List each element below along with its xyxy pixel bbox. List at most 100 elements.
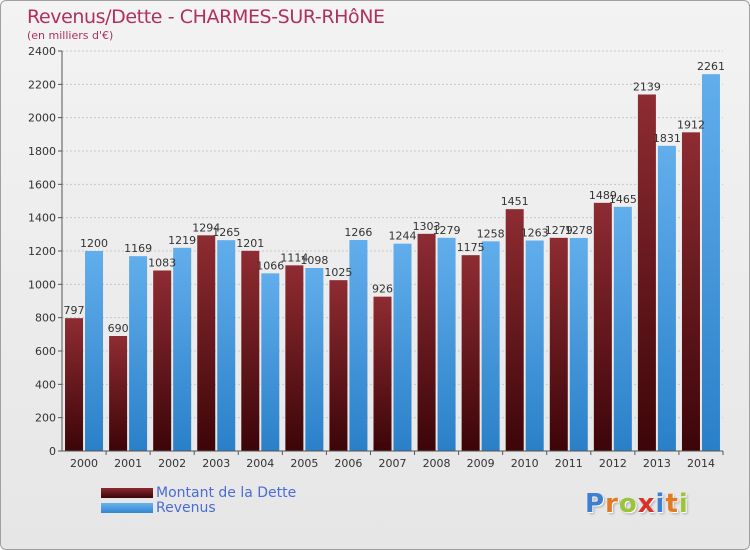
data-label: 1025 [324, 266, 352, 279]
bar-revenus [217, 240, 236, 451]
y-tick-label: 0 [49, 445, 56, 458]
data-label: 1200 [80, 237, 108, 250]
bar-dette [505, 209, 524, 451]
bar-dette [593, 202, 612, 451]
data-label: 1912 [677, 118, 705, 131]
data-label: 1451 [501, 195, 529, 208]
bar-dette [197, 235, 216, 451]
x-tick-label: 2000 [70, 457, 98, 470]
y-tick-label: 1400 [28, 212, 56, 225]
data-label: 1831 [653, 132, 681, 145]
bar-revenus [657, 145, 676, 452]
x-tick-label: 2013 [643, 457, 671, 470]
logo-letter: t [665, 489, 679, 519]
data-label: 2139 [633, 81, 661, 94]
bar-revenus [129, 256, 148, 451]
y-tick-label: 400 [35, 378, 56, 391]
data-label: 1266 [344, 226, 372, 239]
data-label: 1244 [389, 230, 417, 243]
logo-letter: r [605, 489, 619, 519]
data-label: 1201 [236, 237, 264, 250]
bar-dette [373, 296, 392, 451]
x-tick-label: 2009 [467, 457, 495, 470]
data-label: 1279 [545, 224, 573, 237]
proxiti-logo: Proxiti [585, 489, 689, 519]
y-tick-label: 1000 [28, 278, 56, 291]
logo-letter: P [585, 489, 606, 519]
x-tick-label: 2012 [599, 457, 627, 470]
data-labels: 7971200690116910831219129412651201106611… [64, 60, 725, 335]
data-label: 1083 [148, 257, 176, 270]
bars [65, 74, 720, 452]
x-tick-label: 2003 [202, 457, 230, 470]
bar-revenus [701, 74, 720, 452]
x-tick-label: 2005 [290, 457, 318, 470]
data-label: 1219 [168, 234, 196, 247]
legend-label-dette: Montant de la Dette [156, 485, 297, 501]
x-tick-label: 2008 [423, 457, 451, 470]
data-label: 1489 [589, 189, 617, 202]
data-label: 797 [64, 304, 85, 317]
bar-dette [681, 132, 700, 452]
y-tick-label: 2000 [28, 112, 56, 125]
bar-revenus [349, 240, 368, 451]
bar-revenus [613, 206, 632, 451]
y-tick-label: 1600 [28, 178, 56, 191]
y-tick-label: 2200 [28, 78, 56, 91]
data-label: 1098 [300, 254, 328, 267]
bar-dette [109, 336, 128, 451]
y-tick-label: 800 [35, 312, 56, 325]
bar-revenus [569, 238, 588, 451]
data-label: 1114 [280, 251, 308, 264]
data-label: 1263 [521, 227, 549, 240]
logo-letter: i [678, 489, 689, 519]
logo-letter: i [655, 489, 666, 519]
y-tick-label: 200 [35, 412, 56, 425]
data-label: 1279 [433, 224, 461, 237]
bar-revenus [437, 237, 456, 451]
bar-revenus [525, 240, 544, 451]
y-tick-label: 1800 [28, 145, 56, 158]
legend-swatch-revenus [101, 503, 153, 513]
bar-dette [153, 270, 172, 451]
data-label: 1465 [609, 193, 637, 206]
x-tick-label: 2010 [511, 457, 539, 470]
data-label: 2261 [697, 60, 725, 73]
data-label: 690 [108, 322, 129, 335]
bar-dette [549, 237, 568, 451]
bar-revenus [85, 251, 104, 451]
bar-revenus [305, 268, 324, 451]
bar-dette [461, 255, 480, 451]
logo-letter: x [637, 489, 656, 519]
y-tick-label: 600 [35, 345, 56, 358]
y-tick-label: 2400 [28, 45, 56, 58]
x-tick-label: 2014 [687, 457, 715, 470]
data-label: 1265 [212, 226, 240, 239]
data-label: 1066 [256, 259, 284, 272]
x-tick-label: 2001 [114, 457, 142, 470]
bar-dette [417, 233, 436, 451]
bar-dette [65, 318, 84, 451]
legend-label-revenus: Revenus [156, 500, 216, 516]
bar-dette [285, 265, 304, 451]
y-tick-label: 1200 [28, 245, 56, 258]
data-label: 1278 [565, 224, 593, 237]
bar-revenus [261, 273, 280, 451]
x-tick-label: 2006 [334, 457, 362, 470]
axes: 0 200 400 600 800 1000 1200 1400 1600 1800 2000 220… [28, 45, 724, 470]
chart-title: Revenus/Dette - CHARMES-SUR-RHôNE [27, 6, 385, 28]
logo-letter: o [618, 489, 638, 519]
bar-dette [241, 250, 260, 451]
x-tick-label: 2002 [158, 457, 186, 470]
bar-revenus [481, 241, 500, 451]
legend-swatch-dette [101, 488, 153, 498]
data-label: 1303 [413, 220, 441, 233]
x-tick-label: 2011 [555, 457, 583, 470]
data-label: 1258 [477, 227, 505, 240]
data-label: 1294 [192, 221, 220, 234]
data-label: 926 [372, 283, 393, 296]
data-label: 1175 [457, 241, 485, 254]
bar-revenus [393, 243, 412, 451]
